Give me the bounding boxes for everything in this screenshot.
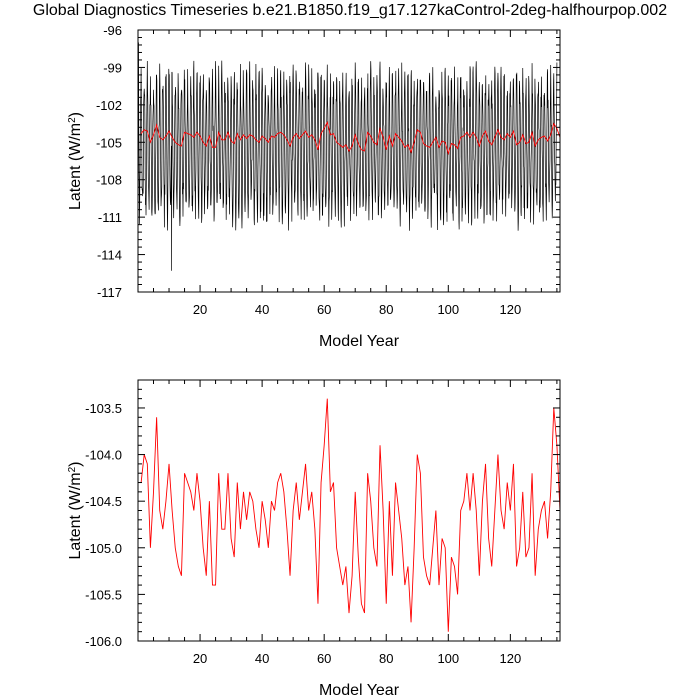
series-annual-line [140,121,560,156]
plot-frame [137,379,561,642]
plot-frame [137,29,561,293]
y-tick-label: -102 [96,98,122,113]
x-tick-label: 40 [255,651,269,666]
x-tick-label: 20 [193,651,207,666]
plot-area [138,42,560,271]
y-tick-label: -111 [98,210,122,225]
x-tick-label: 40 [255,302,269,317]
y-tick-label: -105.5 [85,587,122,602]
x-tick-label: 20 [193,302,207,317]
series-monthly-line [138,42,558,271]
x-tick-label: 100 [437,302,459,317]
y-tick-label: -105.0 [85,541,122,556]
series-annual-line [140,398,560,632]
x-tick-label: 60 [317,651,331,666]
y-tick-label: -103.5 [85,401,122,416]
x-axis-title: Model Year [319,682,400,699]
y-axis-title: Latent (W/m2) [67,112,85,210]
y-tick-label: -104.0 [85,448,122,463]
panel-top-latent-monthly-annual: 20 40 60 80 100 120 -117 -114 -111 -108 -105 -102 -9… [67,23,561,350]
x-tick-label: 80 [379,302,393,317]
plot-area [140,398,560,632]
y-tick-label: -99 [103,60,122,75]
y-tick-label: -114 [97,248,122,263]
x-tick-label: 120 [500,651,522,666]
x-tick-label: 100 [437,651,459,666]
y-axis-title: Latent (W/m2) [67,461,85,559]
y-tick-label: -106.0 [85,634,122,649]
x-tick-label: 80 [379,651,393,666]
y-tick-label: -105 [96,135,122,150]
x-tick-label: 120 [500,302,522,317]
y-tick-label: -104.5 [85,494,122,509]
chart-title: Global Diagnostics Timeseries b.e21.B185… [32,2,668,19]
y-tick-label: -96 [103,23,122,38]
y-tick-label: -117 [97,285,122,300]
x-axis-title: Model Year [319,333,400,350]
x-tick-label: 60 [317,302,331,317]
panel-bottom-latent-annual: 20 40 60 80 100 120 -106.0 -105.5 -105.0 -104.5 -1… [67,379,561,699]
y-tick-label: -108 [96,173,122,188]
